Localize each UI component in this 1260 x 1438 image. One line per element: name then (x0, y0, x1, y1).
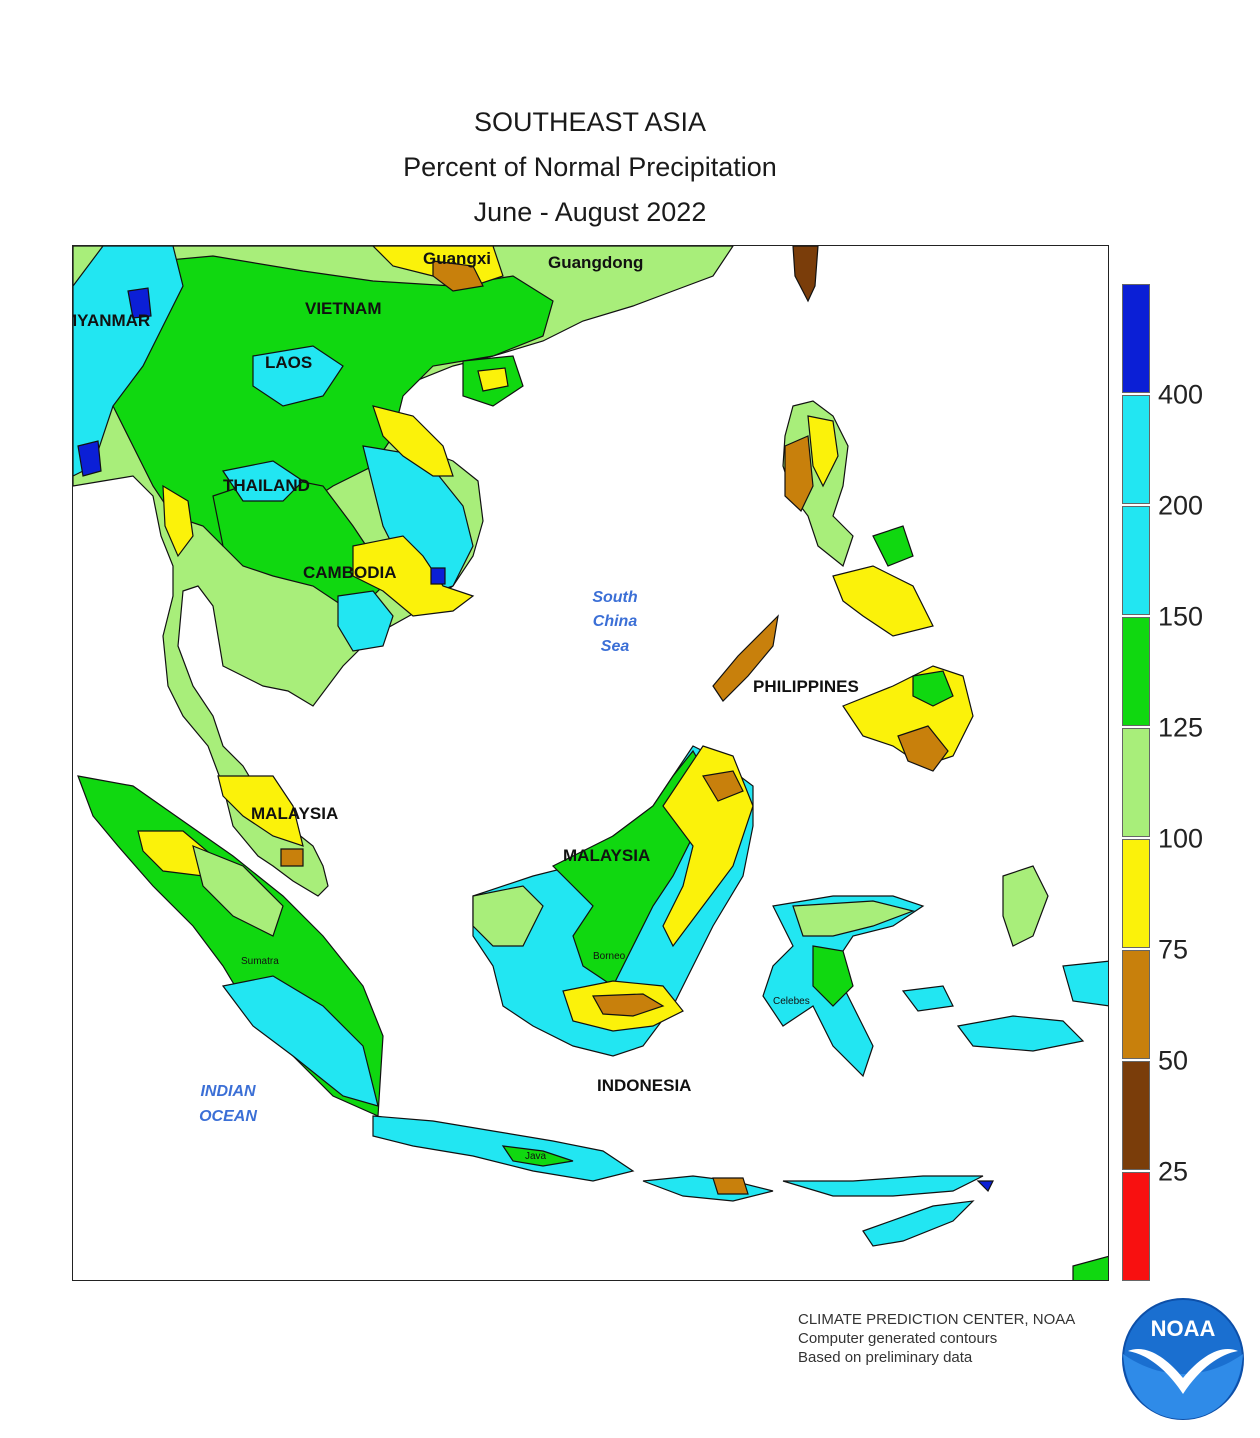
cambodia-yellow (352, 535, 475, 617)
lesser-sunda-2 (782, 1175, 984, 1197)
noaa-seagull-logo: NOAA (1122, 1298, 1244, 1420)
label-sea: Sea (601, 638, 630, 655)
myanmar-cyan (73, 246, 184, 477)
vietnam-yellow (372, 405, 454, 477)
mindanao-brown (897, 725, 949, 772)
palawan (712, 614, 779, 702)
legend-tick-label: 125 (1158, 712, 1204, 743)
sumatra-lightgreen (192, 845, 284, 937)
title-block: SOUTHEAST ASIA Percent of Normal Precipi… (0, 100, 1180, 235)
legend-swatch (1122, 1061, 1150, 1170)
cambodia-cyan (337, 590, 394, 652)
legend-tick-label: 75 (1158, 934, 1189, 965)
label-myanmar: MYANMAR (73, 311, 150, 330)
java-island (372, 1115, 635, 1182)
label-guangdong: Guangdong (548, 253, 643, 272)
papua-edge (1062, 960, 1108, 1007)
legend-tick-label: 25 (1158, 1156, 1189, 1187)
java-green (501, 1145, 574, 1167)
legend-tick-label: 200 (1158, 490, 1204, 521)
seram (956, 1015, 1085, 1052)
label-china: China (593, 613, 638, 630)
label-celebes: Celebes (773, 996, 810, 1007)
mindanao-green (912, 670, 954, 707)
map-period: June - August 2022 (473, 197, 707, 227)
legend-tick-label: 400 (1158, 379, 1204, 410)
label-south: South (592, 589, 638, 606)
map-frame: Guangxi Guangdong MYANMAR VIETNAM LAOS T… (72, 245, 1109, 1281)
papua-corner (1072, 1255, 1108, 1280)
legend-swatch (1122, 950, 1150, 1059)
label-sumatra: Sumatra (241, 956, 279, 967)
samar (872, 525, 914, 567)
legend-swatch (1122, 1172, 1150, 1281)
guangxi-brown (432, 260, 484, 292)
label-ocean: OCEAN (199, 1108, 257, 1125)
halmahera (1002, 865, 1049, 947)
credit-method: Computer generated contours (798, 1330, 998, 1347)
label-guangxi: Guangxi (423, 249, 491, 268)
thailand-yellow (162, 484, 194, 558)
sabah-brown (702, 770, 744, 802)
label-philippines: PHILIPPINES (753, 677, 859, 696)
legend-swatch (1122, 839, 1150, 948)
legend-swatch (1122, 395, 1150, 504)
sumbawa-brown (712, 1177, 749, 1195)
logo-text: NOAA (1151, 1316, 1216, 1341)
hainan-yellow (477, 367, 509, 392)
luzon-brown (784, 435, 814, 512)
label-malaysia-borneo: MALAYSIA (563, 846, 650, 865)
credit-note: Based on preliminary data (798, 1349, 973, 1366)
laos-cyan (252, 345, 344, 407)
label-indian: INDIAN (200, 1083, 256, 1100)
celebes-green (812, 945, 854, 1007)
legend-swatch (1122, 284, 1150, 393)
borneo-brown (592, 993, 665, 1017)
legend-tick-label: 50 (1158, 1045, 1189, 1076)
timor-blue (976, 1180, 994, 1193)
sumatra-cyan (221, 975, 379, 1107)
peninsula-brown (280, 848, 304, 867)
borneo-lightgreen-west (472, 885, 544, 947)
label-laos: LAOS (265, 353, 312, 372)
label-indonesia: INDONESIA (597, 1076, 691, 1095)
legend-swatch (1122, 617, 1150, 726)
legend-swatch (1122, 506, 1150, 615)
myanmar-blue-1 (127, 287, 152, 319)
label-malaysia-peninsula: MALAYSIA (251, 804, 338, 823)
legend-tick-label: 150 (1158, 601, 1204, 632)
legend-swatch (1122, 728, 1150, 837)
buru (901, 985, 954, 1012)
label-cambodia: CAMBODIA (303, 563, 397, 582)
lesser-sunda (642, 1175, 774, 1202)
label-thailand: THAILAND (223, 476, 310, 495)
legend-tick-label: 100 (1158, 823, 1204, 854)
cambodia-blue (430, 567, 446, 585)
peninsula-yellow (217, 775, 304, 847)
timor-cyan (862, 1200, 975, 1247)
label-java: Java (525, 1151, 547, 1162)
luzon-yellow (807, 415, 839, 488)
map-subtitle: Percent of Normal Precipitation (403, 152, 777, 182)
visayas (832, 565, 934, 637)
celebes-lightgreen (792, 900, 916, 937)
precipitation-map: Guangxi Guangdong MYANMAR VIETNAM LAOS T… (73, 246, 1108, 1280)
credit-org: CLIMATE PREDICTION CENTER, NOAA (798, 1311, 1076, 1328)
label-borneo: Borneo (593, 951, 626, 962)
myanmar-blue-2 (77, 440, 102, 477)
credits: CLIMATE PREDICTION CENTER, NOAA Computer… (798, 1310, 1075, 1367)
label-vietnam: VIETNAM (305, 299, 382, 318)
map-title: SOUTHEAST ASIA (473, 107, 707, 137)
taiwan-island (792, 246, 819, 303)
thailand-cyan (222, 460, 304, 502)
